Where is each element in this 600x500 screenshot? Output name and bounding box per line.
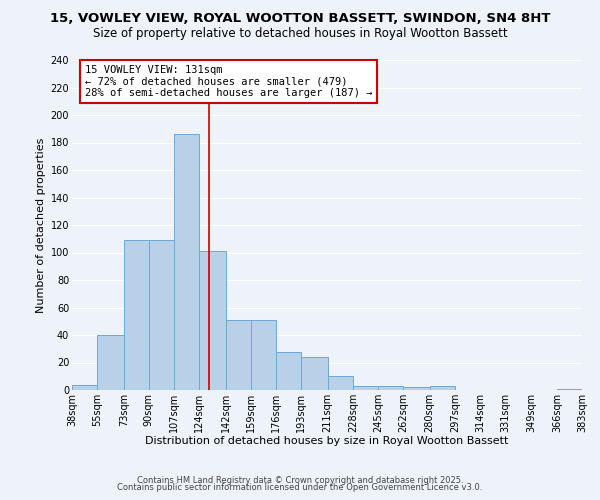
X-axis label: Distribution of detached houses by size in Royal Wootton Bassett: Distribution of detached houses by size … (145, 436, 509, 446)
Bar (328, 376, 353, 390)
Bar (199, 251, 226, 390)
Bar (557, 388, 582, 390)
Bar (124, 240, 149, 390)
Bar (174, 134, 199, 390)
Text: Contains public sector information licensed under the Open Government Licence v3: Contains public sector information licen… (118, 484, 482, 492)
Bar (430, 386, 455, 390)
Y-axis label: Number of detached properties: Number of detached properties (37, 138, 46, 312)
Bar (97, 335, 124, 390)
Bar (149, 240, 174, 390)
Text: 15, VOWLEY VIEW, ROYAL WOOTTON BASSETT, SWINDON, SN4 8HT: 15, VOWLEY VIEW, ROYAL WOOTTON BASSETT, … (50, 12, 550, 26)
Bar (301, 357, 328, 390)
Bar (353, 386, 378, 390)
Bar (72, 384, 97, 390)
Text: Size of property relative to detached houses in Royal Wootton Bassett: Size of property relative to detached ho… (92, 28, 508, 40)
Text: Contains HM Land Registry data © Crown copyright and database right 2025.: Contains HM Land Registry data © Crown c… (137, 476, 463, 485)
Bar (403, 387, 430, 390)
Bar (251, 320, 276, 390)
Bar (226, 320, 251, 390)
Text: 15 VOWLEY VIEW: 131sqm
← 72% of detached houses are smaller (479)
28% of semi-de: 15 VOWLEY VIEW: 131sqm ← 72% of detached… (85, 65, 372, 98)
Bar (378, 386, 403, 390)
Bar (276, 352, 301, 390)
